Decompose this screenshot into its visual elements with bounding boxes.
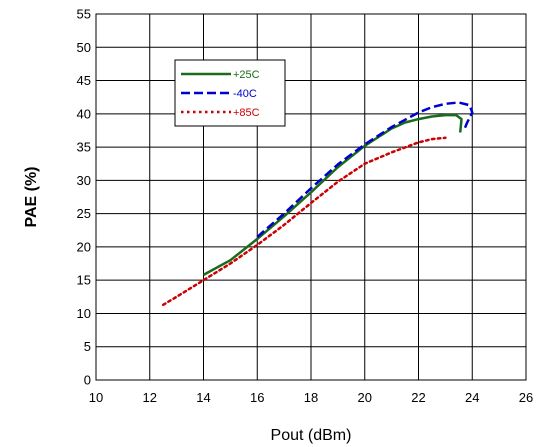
y-tick-label-0: 0 (84, 373, 91, 388)
x-tick-label-18: 18 (304, 390, 318, 405)
legend-box (174, 59, 286, 127)
y-tick-label-40: 40 (77, 106, 91, 121)
y-tick-label-55: 55 (77, 7, 91, 22)
y-tick-label-10: 10 (77, 306, 91, 321)
legend-label-1: -40C (233, 88, 257, 100)
y-tick-label-5: 5 (84, 339, 91, 354)
y-tick-labels: 0 5 10 15 20 25 30 35 40 45 50 55 (77, 7, 91, 388)
x-axis-title: Pout (dBm) (271, 427, 352, 444)
x-tick-label-10: 10 (89, 390, 103, 405)
x-tick-labels: 10 12 14 16 18 20 22 24 26 (89, 390, 533, 405)
series-line-85c-2 (161, 136, 447, 307)
y-tick-label-45: 45 (77, 73, 91, 88)
series-layer (161, 101, 474, 307)
y-tick-label-25: 25 (77, 206, 91, 221)
y-tick-label-15: 15 (77, 273, 91, 288)
y-axis-title: PAE (%) (23, 166, 40, 227)
legend: +25C -40C +85C (174, 59, 286, 127)
x-tick-label-24: 24 (465, 390, 479, 405)
x-tick-label-12: 12 (143, 390, 157, 405)
series-line-25c-0 (202, 113, 463, 276)
plot-area-frame (95, 13, 527, 381)
x-tick-label-14: 14 (196, 390, 210, 405)
x-tick-label-16: 16 (250, 390, 264, 405)
x-tick-label-26: 26 (519, 390, 533, 405)
x-tick-label-22: 22 (411, 390, 425, 405)
y-tick-label-20: 20 (77, 239, 91, 254)
legend-label-2: +85C (233, 107, 260, 119)
legend-label-0: +25C (233, 69, 260, 81)
x-tick-label-20: 20 (358, 390, 372, 405)
y-tick-label-35: 35 (77, 140, 91, 155)
y-tick-label-30: 30 (77, 173, 91, 188)
y-tick-label-50: 50 (77, 40, 91, 55)
series-line-40c-1 (256, 101, 474, 238)
grid-lines (95, 13, 527, 381)
